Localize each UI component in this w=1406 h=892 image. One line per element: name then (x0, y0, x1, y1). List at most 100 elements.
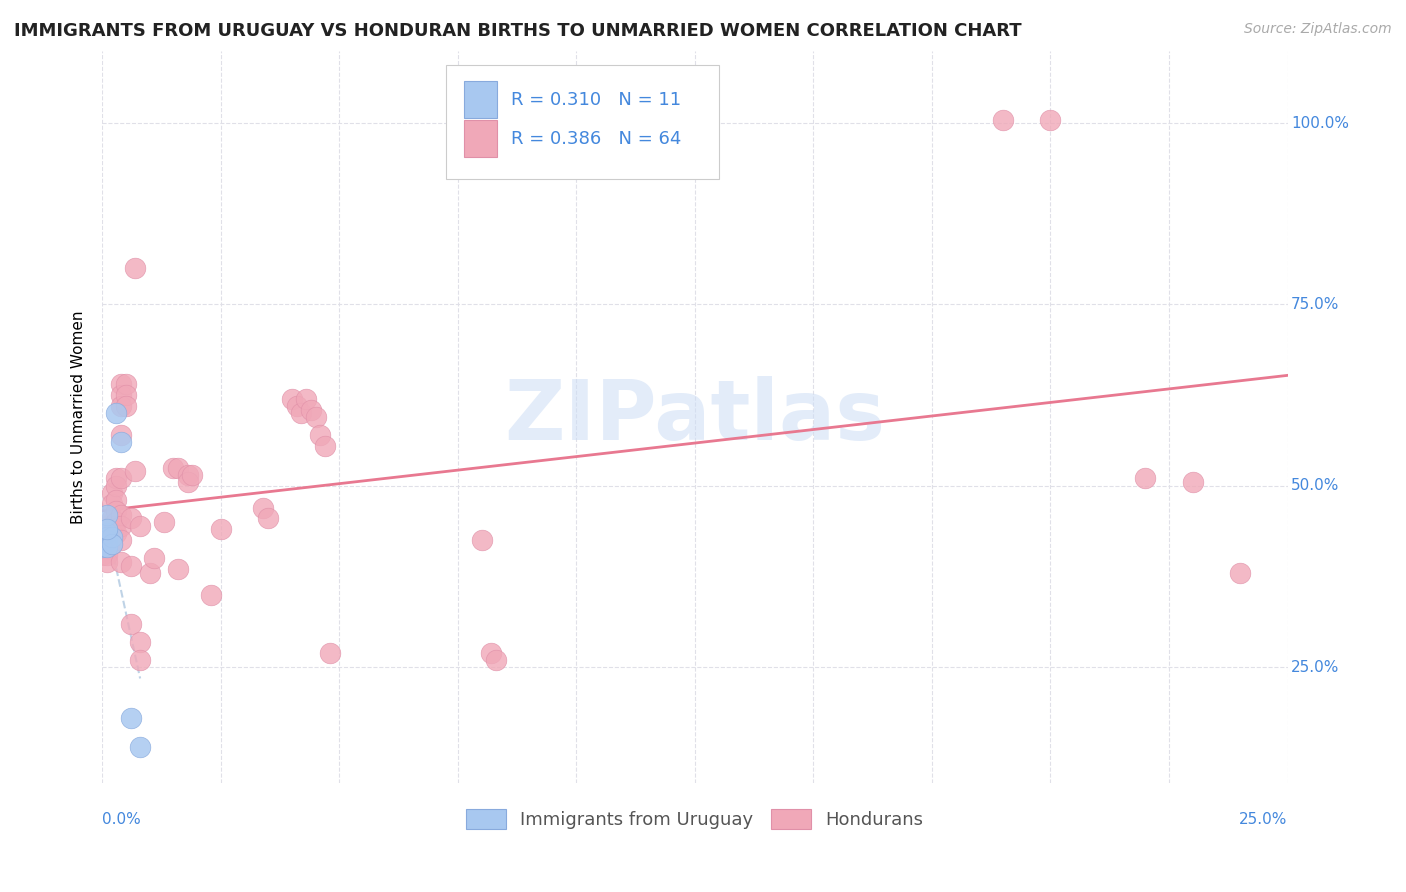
Point (100, 525, 122, 540)
Point (115, 388, 138, 402)
Text: 100.0%: 100.0% (1291, 116, 1350, 131)
FancyBboxPatch shape (446, 65, 718, 178)
Point (110, 435, 132, 450)
Point (91, 537, 114, 551)
Point (110, 471, 132, 485)
Point (110, 399, 132, 413)
Point (96, 548, 118, 562)
Point (124, 464, 146, 478)
Point (105, 406, 128, 420)
Point (91, 541, 114, 555)
Text: R = 0.386   N = 64: R = 0.386 N = 64 (512, 129, 682, 147)
Point (129, 739, 152, 754)
Point (91, 533, 114, 548)
Point (181, 467, 204, 482)
Point (1039, 112, 1062, 127)
Point (110, 428, 132, 442)
Point (110, 388, 132, 402)
Text: 75.0%: 75.0% (1291, 297, 1340, 312)
Text: IMMIGRANTS FROM URUGUAY VS HONDURAN BIRTHS TO UNMARRIED WOMEN CORRELATION CHART: IMMIGRANTS FROM URUGUAY VS HONDURAN BIRT… (14, 22, 1022, 40)
Point (991, 112, 1014, 127)
Point (1135, 471, 1157, 485)
Point (96, 508, 118, 522)
Point (115, 399, 138, 413)
Point (176, 475, 198, 489)
Point (281, 392, 304, 406)
Point (138, 566, 160, 580)
Point (129, 518, 152, 533)
Point (479, 646, 502, 660)
Point (120, 511, 142, 525)
Point (129, 653, 152, 667)
Point (290, 406, 312, 420)
Point (100, 518, 122, 533)
Point (96, 522, 118, 536)
Point (96, 529, 118, 543)
Point (209, 522, 232, 536)
Point (285, 399, 308, 413)
Point (129, 634, 152, 648)
Point (100, 537, 122, 551)
Point (96, 555, 118, 569)
Point (162, 460, 184, 475)
Point (176, 467, 198, 482)
Point (91, 541, 114, 555)
Point (105, 493, 128, 508)
Point (105, 471, 128, 485)
Point (314, 439, 336, 453)
Y-axis label: Births to Unmarried Women: Births to Unmarried Women (72, 310, 86, 524)
Point (96, 533, 118, 548)
Point (110, 377, 132, 392)
Point (100, 511, 122, 525)
Legend: Immigrants from Uruguay, Hondurans: Immigrants from Uruguay, Hondurans (458, 802, 931, 837)
Point (485, 653, 508, 667)
Point (319, 646, 342, 660)
Text: Source: ZipAtlas.com: Source: ZipAtlas.com (1244, 22, 1392, 37)
Point (96, 533, 118, 548)
Point (252, 500, 274, 515)
Point (295, 392, 318, 406)
Point (100, 486, 122, 500)
Point (257, 511, 280, 525)
Point (124, 261, 146, 276)
Point (120, 558, 142, 573)
Point (105, 479, 128, 493)
Text: 25.0%: 25.0% (1291, 659, 1340, 674)
Point (96, 518, 118, 533)
Point (100, 537, 122, 551)
Point (167, 562, 190, 576)
Point (110, 533, 132, 548)
Point (110, 555, 132, 569)
Point (105, 525, 128, 540)
Point (96, 525, 118, 540)
Point (96, 541, 118, 555)
Point (100, 529, 122, 543)
Text: ZIPatlas: ZIPatlas (505, 376, 886, 458)
FancyBboxPatch shape (464, 81, 496, 118)
Point (105, 515, 128, 529)
Point (100, 497, 122, 511)
Point (1181, 475, 1204, 489)
Point (299, 402, 322, 417)
Point (110, 508, 132, 522)
Point (96, 525, 118, 540)
Point (1229, 566, 1251, 580)
Point (143, 551, 166, 566)
Point (91, 533, 114, 548)
Point (304, 409, 326, 424)
Text: 50.0%: 50.0% (1291, 478, 1340, 493)
Point (91, 548, 114, 562)
Point (309, 428, 332, 442)
Point (200, 587, 222, 601)
FancyBboxPatch shape (464, 120, 496, 157)
Point (110, 518, 132, 533)
Point (120, 711, 142, 725)
Point (153, 515, 176, 529)
Point (105, 504, 128, 518)
Text: 25.0%: 25.0% (1239, 813, 1288, 828)
Point (470, 533, 492, 548)
Text: R = 0.310   N = 11: R = 0.310 N = 11 (512, 91, 682, 109)
Text: 0.0%: 0.0% (103, 813, 141, 828)
Point (120, 616, 142, 631)
Point (167, 460, 190, 475)
